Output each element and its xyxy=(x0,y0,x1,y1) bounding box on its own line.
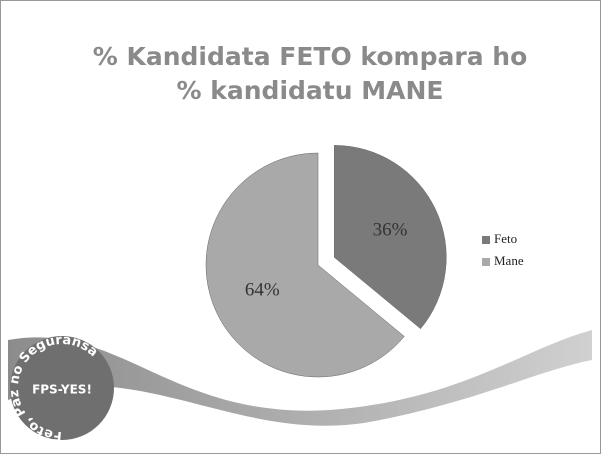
legend-label: Feto xyxy=(494,231,517,246)
logo: Feto, Paz no Seguransa FPS-YES! xyxy=(7,333,114,443)
chart-title: % Kandidata FETO kompara ho % kandidatu … xyxy=(92,42,528,105)
data-label: 36% xyxy=(373,219,408,240)
logo-center-text: FPS-YES! xyxy=(32,383,92,397)
data-label: 64% xyxy=(245,280,280,301)
legend-label: Mane xyxy=(494,253,524,268)
pie-slice xyxy=(334,145,447,330)
pie-slice xyxy=(205,152,405,378)
legend-swatch xyxy=(482,236,490,244)
white-wave xyxy=(8,360,592,446)
legend-swatch xyxy=(482,258,490,266)
logo-circle xyxy=(10,336,114,440)
